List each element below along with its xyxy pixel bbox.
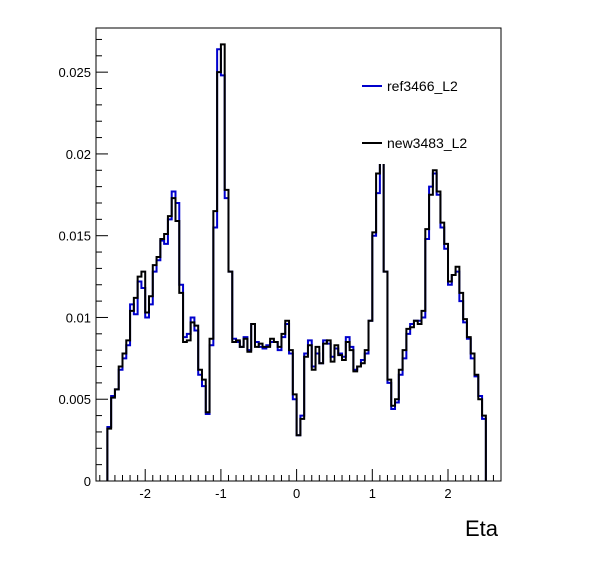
x-tick-label: 1	[369, 486, 376, 501]
y-tick-label: 0.015	[58, 229, 91, 244]
y-tick-label: 0	[84, 474, 91, 489]
y-axis: 0 0.005 0.01 0.015 0.02 0.025	[58, 38, 108, 489]
y-tick-label: 0.02	[66, 147, 91, 162]
legend-label: new3483_L2	[387, 135, 467, 151]
series-layer	[106, 43, 487, 481]
x-tick-label: 0	[293, 486, 300, 501]
x-tick-label: -2	[139, 486, 151, 501]
x-tick-label: 2	[444, 486, 451, 501]
plot-frame	[95, 27, 502, 482]
legend: ref3466_L2 new3483_L2	[356, 56, 470, 164]
x-axis-title: Eta	[465, 516, 499, 541]
y-tick-label: 0.005	[58, 392, 91, 407]
y-tick-label: 0.01	[66, 310, 91, 325]
x-tick-label: -1	[215, 486, 227, 501]
series-line-new3483_L2	[106, 43, 487, 481]
y-tick-label: 0.025	[58, 65, 91, 80]
x-axis: -2 -1 0 1 2	[99, 469, 502, 501]
legend-label: ref3466_L2	[387, 78, 458, 94]
legend-box	[356, 56, 470, 164]
